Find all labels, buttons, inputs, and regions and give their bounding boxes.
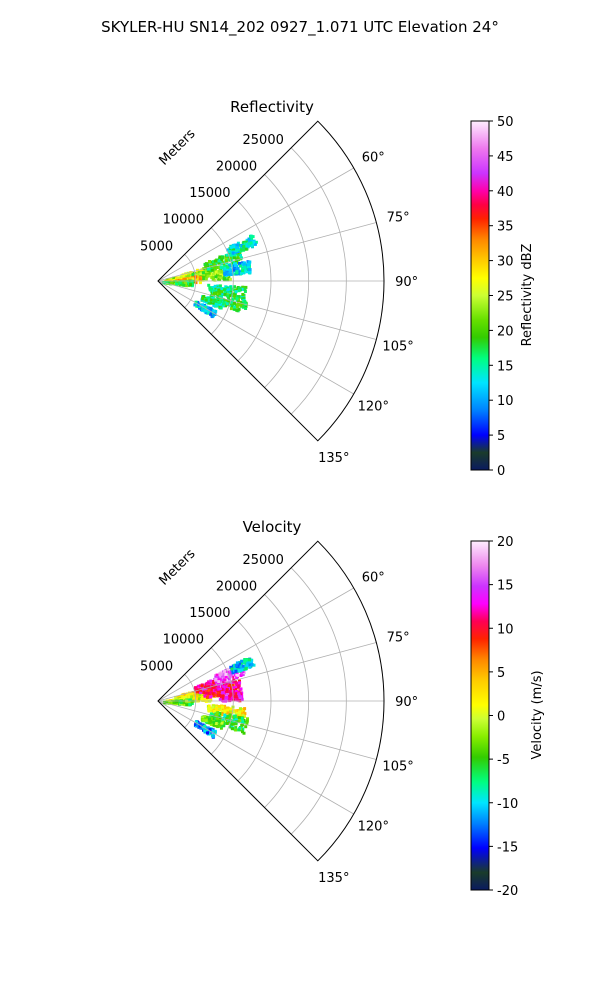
reflectivity-azimuth-line <box>157 167 354 282</box>
velocity-azimuth-line <box>157 587 354 702</box>
reflectivity-echo-region <box>226 234 258 257</box>
reflectivity-azimuth-line <box>157 280 377 340</box>
velocity-axes-frame <box>157 540 385 862</box>
reflectivity-colorbar: 0 5 10 15 20 25 30 35 40 45 50 <box>470 115 514 479</box>
velocity-range-tick: 20000 <box>216 580 257 595</box>
velocity-range-label: Meters <box>157 546 199 588</box>
velocity-azimuth-line <box>157 700 377 760</box>
velocity-azimuth-tick: 105° <box>382 759 413 774</box>
reflectivity-panel: Reflectivity 5000 10000 15000 20000 25000 60… <box>140 98 535 479</box>
velocity-azimuth-tick: 135° <box>318 871 349 886</box>
velocity-colorbar-tick: 15 <box>497 579 514 594</box>
reflectivity-colorbar-label: Reflectivity dBZ <box>520 244 535 347</box>
velocity-colorbar: -20 -15 -10 -5 0 5 10 15 20 <box>470 535 518 899</box>
velocity-echoes <box>162 657 256 739</box>
velocity-colorbar-tick: -20 <box>497 884 518 899</box>
reflectivity-range-tick: 25000 <box>243 133 284 148</box>
reflectivity-colorbar-tick: 0 <box>497 464 505 479</box>
reflectivity-azimuth-ticks: 60° 75° 90° 105° 120° 135° <box>318 151 418 466</box>
reflectivity-azimuth-line <box>157 280 354 395</box>
velocity-title: Velocity <box>243 518 302 536</box>
velocity-azimuth-line <box>157 642 377 702</box>
reflectivity-echo-region <box>203 248 243 273</box>
velocity-frame <box>157 540 385 862</box>
reflectivity-colorbar-tick: 40 <box>497 185 514 200</box>
reflectivity-range-label: Meters <box>157 126 199 168</box>
velocity-grid <box>157 567 384 835</box>
reflectivity-colorbar-tick: 25 <box>497 290 514 305</box>
velocity-azimuth-ticks: 60° 75° 90° 105° 120° 135° <box>318 571 418 886</box>
reflectivity-colorbar-tick: 45 <box>497 150 514 165</box>
velocity-colorbar-label: Velocity (m/s) <box>530 670 545 759</box>
reflectivity-range-tick: 5000 <box>140 239 173 254</box>
reflectivity-colorbar-tick: 10 <box>497 394 514 409</box>
velocity-colorbar-tick: 10 <box>497 622 514 637</box>
velocity-range-ticks: 5000 10000 15000 20000 25000 <box>140 553 284 675</box>
figure-title: SKYLER-HU SN14_202 0927_1.071 UTC Elevat… <box>101 18 499 37</box>
velocity-range-tick: 25000 <box>243 553 284 568</box>
reflectivity-colorbar-tick: 5 <box>497 429 505 444</box>
reflectivity-echoes <box>161 234 258 319</box>
reflectivity-grid <box>157 147 384 415</box>
velocity-range-tick: 10000 <box>163 633 204 648</box>
reflectivity-colorbar-tick: 35 <box>497 220 514 235</box>
reflectivity-frame <box>157 120 385 442</box>
velocity-azimuth-tick: 60° <box>362 571 385 586</box>
velocity-azimuth-tick: 90° <box>395 695 418 710</box>
reflectivity-title: Reflectivity <box>230 98 314 116</box>
reflectivity-axes-frame <box>157 120 385 442</box>
reflectivity-echo-region <box>222 260 252 277</box>
reflectivity-azimuth-tick: 75° <box>387 211 410 226</box>
velocity-panel: Velocity 5000 10000 15000 20000 25000 60° 75°… <box>140 518 545 899</box>
velocity-colorbar-tick: -10 <box>497 797 518 812</box>
reflectivity-colorbar-tick: 50 <box>497 115 514 130</box>
reflectivity-range-ticks: 5000 10000 15000 20000 25000 <box>140 133 284 255</box>
reflectivity-azimuth-tick: 135° <box>318 451 349 466</box>
velocity-colorbar-tick: 5 <box>497 666 505 681</box>
reflectivity-colorbar-tick: 15 <box>497 359 514 374</box>
velocity-colorbar-tick: 0 <box>497 710 505 725</box>
velocity-range-tick: 5000 <box>140 659 173 674</box>
velocity-azimuth-line <box>157 700 354 815</box>
reflectivity-azimuth-tick: 60° <box>362 151 385 166</box>
reflectivity-azimuth-tick: 105° <box>382 339 413 354</box>
reflectivity-azimuth-line <box>157 222 377 282</box>
reflectivity-range-tick: 20000 <box>216 160 257 175</box>
velocity-colorbar-tick: -15 <box>497 840 518 855</box>
reflectivity-azimuth-tick: 90° <box>395 275 418 290</box>
velocity-azimuth-tick: 75° <box>387 631 410 646</box>
velocity-range-tick: 15000 <box>189 606 230 621</box>
reflectivity-colorbar-bar <box>470 120 490 471</box>
velocity-colorbar-tick: 20 <box>497 535 514 550</box>
reflectivity-azimuth-tick: 120° <box>358 399 389 414</box>
reflectivity-colorbar-tick: 20 <box>497 324 514 339</box>
velocity-echo-region <box>229 657 256 675</box>
velocity-echo-region <box>206 704 247 721</box>
reflectivity-range-tick: 15000 <box>189 186 230 201</box>
reflectivity-colorbar-tick: 30 <box>497 255 514 270</box>
velocity-echo-region <box>200 715 225 730</box>
velocity-azimuth-tick: 120° <box>358 819 389 834</box>
reflectivity-echo-region <box>200 295 226 310</box>
velocity-colorbar-tick: -5 <box>497 753 510 768</box>
reflectivity-range-tick: 10000 <box>163 213 204 228</box>
velocity-colorbar-bar <box>470 540 490 891</box>
